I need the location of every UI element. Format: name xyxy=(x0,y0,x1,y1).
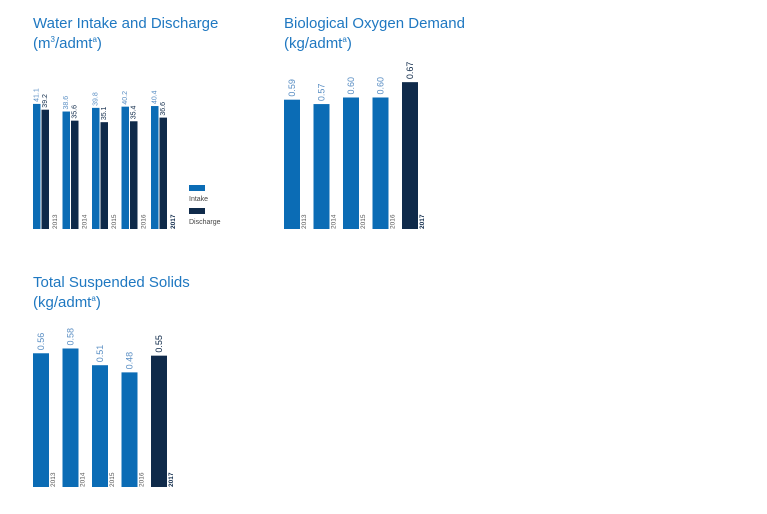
data-label-discharge-2013: 39.2 xyxy=(42,94,49,108)
x-tick-label-2013: 2013 xyxy=(50,472,57,487)
bar-intake-2017 xyxy=(151,106,159,229)
data-label-2017: 0.55 xyxy=(154,335,164,353)
x-tick-label-2017: 2017 xyxy=(168,472,175,487)
x-tick-label-2013: 2013 xyxy=(52,214,59,229)
bar-2016 xyxy=(372,97,389,229)
chart-unit-mid: /admt xyxy=(54,35,93,52)
legend-item-intake: Intake xyxy=(189,185,249,225)
legend-label-intake: Intake xyxy=(189,196,209,203)
bar-2013 xyxy=(33,353,49,487)
bar-2015 xyxy=(92,365,108,487)
total-suspended-solids-chart: Total Suspended Solids (kg/admta) 0.56 20… xyxy=(33,273,233,493)
data-label-2016: 0.48 xyxy=(125,352,135,370)
biological-oxygen-demand-chart: Biological Oxygen Demand (kg/admta) 0.59… xyxy=(284,14,484,234)
chart-unit-suffix: ) xyxy=(96,35,102,52)
chart-unit-sup: a xyxy=(342,35,347,44)
chart-unit-suffix: ) xyxy=(95,294,101,311)
chart-unit-prefix: (kg/admt xyxy=(284,35,343,52)
bod-chart-plot: 0.59 2013 0.57 2014 0.60 2015 0.60 2016 0.67 2017 xyxy=(284,62,426,229)
data-label-2013: 0.56 xyxy=(36,333,46,351)
data-label-discharge-2014: 35.6 xyxy=(72,105,79,119)
data-label-intake-2014: 38.6 xyxy=(63,96,70,110)
bar-2014 xyxy=(313,104,330,229)
bar-2017 xyxy=(402,82,418,229)
bar-2017 xyxy=(151,355,167,487)
bar-intake-2013 xyxy=(33,103,41,229)
bar-intake-2016 xyxy=(121,106,129,229)
chart-unit-sup: a xyxy=(92,35,97,44)
chart-title: Water Intake and Discharge (m3/admta) xyxy=(33,14,218,54)
data-label-2017: 0.67 xyxy=(405,62,415,80)
chart-title-text: Biological Oxygen Demand xyxy=(284,15,465,32)
chart-title: Biological Oxygen Demand (kg/admta) xyxy=(284,14,465,54)
x-tick-label-2017: 2017 xyxy=(170,214,177,229)
chart-unit-prefix: (m xyxy=(33,35,51,52)
legend-swatch-intake xyxy=(189,185,205,191)
bar-2013 xyxy=(284,99,300,229)
water-chart-plot: 41.1 39.2 2013 38.635.6 2014 39.835.1 2015 40.2… xyxy=(33,88,177,229)
data-label-intake-2016: 40.2 xyxy=(122,91,129,105)
data-label-2014: 0.57 xyxy=(317,84,327,102)
x-tick-label-2015: 2015 xyxy=(109,472,116,487)
bar-intake-2014 xyxy=(62,111,70,229)
water-intake-discharge-chart: Water Intake and Discharge (m3/admta) 41… xyxy=(33,14,273,234)
bar-2014 xyxy=(62,348,79,487)
x-tick-label-2013: 2013 xyxy=(301,214,308,229)
data-label-intake-2013: 41.1 xyxy=(34,88,41,102)
chart-unit-sup: a xyxy=(91,294,96,303)
legend-item-discharge: Discharge xyxy=(189,208,249,248)
bar-discharge-2016 xyxy=(130,121,138,229)
data-label-2014: 0.58 xyxy=(66,328,76,346)
x-tick-label-2016: 2016 xyxy=(390,214,397,229)
data-label-2013: 0.59 xyxy=(287,79,297,97)
chart-legend: Intake Discharge xyxy=(189,185,259,235)
bar-intake-2015 xyxy=(92,107,100,229)
x-tick-label-2015: 2015 xyxy=(360,214,367,229)
legend-swatch-discharge xyxy=(189,208,205,214)
data-label-discharge-2016: 35.4 xyxy=(131,106,138,120)
data-label-2015: 0.51 xyxy=(95,345,105,363)
data-label-2016: 0.60 xyxy=(376,77,386,95)
chart-title-text: Total Suspended Solids xyxy=(33,274,190,291)
x-tick-label-2014: 2014 xyxy=(82,214,89,229)
x-tick-label-2014: 2014 xyxy=(331,214,338,229)
x-tick-label-2016: 2016 xyxy=(139,472,146,487)
data-label-discharge-2017: 36.6 xyxy=(160,102,167,116)
chart-title: Total Suspended Solids (kg/admta) xyxy=(33,273,190,313)
x-tick-label-2016: 2016 xyxy=(141,214,148,229)
data-label-discharge-2015: 35.1 xyxy=(101,106,108,120)
data-label-intake-2015: 39.8 xyxy=(93,92,100,106)
bar-2015 xyxy=(343,97,359,229)
legend-label-discharge: Discharge xyxy=(189,219,221,226)
bar-discharge-2014 xyxy=(71,120,79,229)
x-tick-label-2017: 2017 xyxy=(419,214,426,229)
data-label-intake-2017: 40.4 xyxy=(152,90,159,104)
chart-unit-suffix: ) xyxy=(346,35,352,52)
chart-unit-prefix: (kg/admt xyxy=(33,294,92,311)
bar-discharge-2015 xyxy=(100,122,108,229)
bar-discharge-2013 xyxy=(41,109,49,229)
bar-2016 xyxy=(121,372,138,487)
x-tick-label-2015: 2015 xyxy=(111,214,118,229)
chart-title-text: Water Intake and Discharge xyxy=(33,15,219,32)
chart-unit-sup: 3 xyxy=(50,35,55,44)
x-tick-label-2014: 2014 xyxy=(80,472,87,487)
tss-chart-plot: 0.56 2013 0.58 2014 0.51 2015 0.48 2016 0.55 2017 xyxy=(33,328,175,487)
bar-discharge-2017 xyxy=(159,117,167,229)
data-label-2015: 0.60 xyxy=(346,77,356,95)
